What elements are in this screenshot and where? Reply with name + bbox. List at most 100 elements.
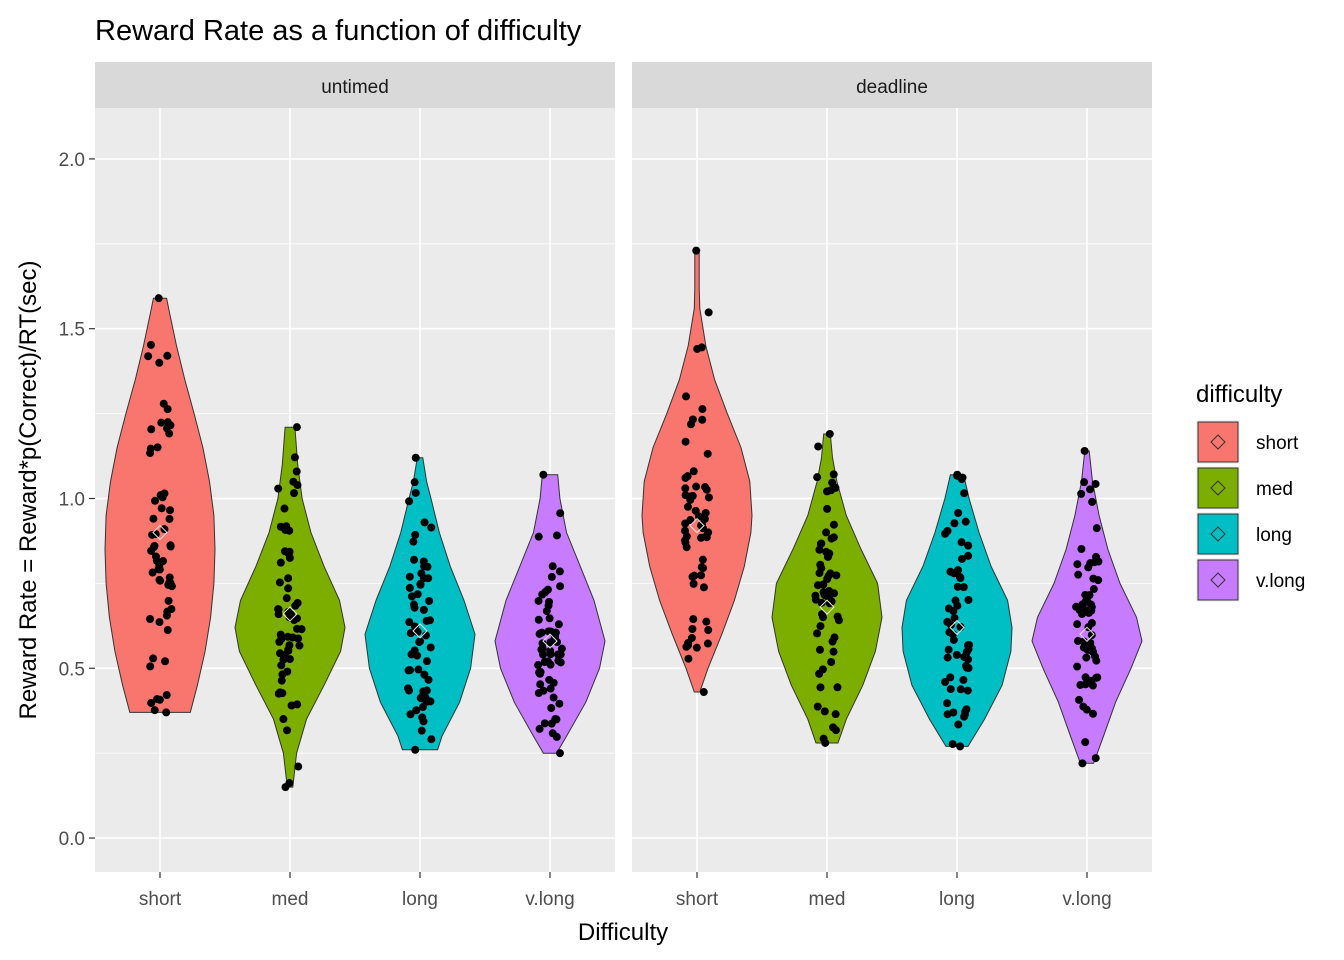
data-point: [959, 583, 968, 592]
data-point: [686, 516, 695, 525]
data-point: [953, 470, 962, 479]
x-tick-label: short: [676, 889, 719, 910]
data-point: [1072, 602, 1081, 611]
data-point: [1087, 631, 1096, 640]
data-point: [698, 555, 707, 564]
data-point: [953, 582, 962, 591]
legend-diamond: [1210, 526, 1226, 542]
data-point: [826, 569, 835, 578]
data-point: [1073, 637, 1082, 646]
data-point: [1077, 489, 1086, 498]
data-point: [944, 604, 953, 613]
data-point: [422, 657, 431, 666]
data-point: [1083, 645, 1092, 654]
data-point: [283, 632, 292, 641]
data-point: [961, 707, 970, 716]
data-point: [683, 502, 692, 511]
data-point: [1080, 446, 1089, 455]
data-point: [817, 564, 826, 573]
violins: [641, 246, 1143, 768]
data-point: [151, 496, 160, 505]
data-point: [414, 665, 423, 674]
data-point: [534, 661, 543, 670]
points-long: [941, 470, 973, 751]
data-point: [156, 491, 165, 500]
y-tick-label: 0.5: [59, 659, 85, 680]
legend: difficulty short med long v.long: [1196, 381, 1305, 602]
data-point: [1077, 545, 1086, 554]
data-point: [276, 630, 285, 639]
data-point: [1085, 591, 1094, 600]
data-point: [830, 589, 839, 598]
points-long: [404, 453, 436, 754]
legend-diamond: [1210, 434, 1226, 450]
data-point: [698, 405, 707, 414]
points-med: [811, 429, 843, 747]
data-point: [147, 425, 156, 434]
data-point: [405, 497, 414, 506]
data-point: [964, 551, 973, 560]
data-point: [274, 610, 283, 619]
data-point: [692, 482, 701, 491]
data-point: [829, 470, 838, 479]
data-point: [962, 647, 971, 656]
data-point: [950, 614, 959, 623]
data-point: [548, 562, 557, 571]
legend-swatch-long: [1197, 513, 1239, 555]
data-point: [409, 600, 418, 609]
data-point: [150, 706, 159, 715]
data-point: [963, 686, 972, 695]
data-point: [167, 605, 176, 614]
data-point: [961, 517, 970, 526]
x-tick-label: long: [939, 889, 975, 910]
data-point: [543, 657, 552, 666]
data-point: [153, 695, 162, 704]
data-point: [813, 629, 822, 638]
data-point: [283, 726, 292, 735]
legend-swatch-v.long: [1197, 559, 1239, 601]
violins: [104, 294, 606, 792]
data-point: [692, 246, 701, 255]
x-tick-label: v.long: [1062, 889, 1111, 910]
data-point: [943, 527, 952, 536]
data-point: [283, 667, 292, 676]
data-point: [1088, 709, 1097, 718]
data-point: [689, 579, 698, 588]
data-point: [823, 487, 832, 496]
data-point: [534, 615, 543, 624]
data-point: [681, 437, 690, 446]
data-point: [162, 691, 171, 700]
data-point: [683, 472, 692, 481]
data-point: [412, 706, 421, 715]
mean-marker: [819, 599, 835, 615]
data-point: [1086, 559, 1095, 568]
data-point: [146, 340, 155, 349]
data-point: [547, 572, 556, 581]
data-point: [276, 558, 285, 567]
data-point: [162, 708, 171, 717]
data-point: [420, 518, 429, 527]
points-med: [274, 423, 306, 792]
data-point: [1093, 673, 1102, 682]
data-point: [1073, 620, 1082, 629]
data-point: [555, 749, 564, 758]
data-point: [821, 738, 830, 747]
data-point: [284, 574, 293, 583]
mean-marker: [412, 623, 428, 639]
data-point: [702, 617, 711, 626]
data-point: [427, 523, 436, 532]
data-point: [290, 489, 299, 498]
data-point: [688, 491, 697, 500]
data-point: [829, 520, 838, 529]
data-point: [282, 522, 291, 531]
data-point: [1086, 485, 1095, 494]
strip-background: [632, 62, 1152, 108]
data-point: [280, 547, 289, 556]
data-point: [422, 686, 431, 695]
data-point: [959, 675, 968, 684]
data-point: [1082, 653, 1091, 662]
data-point: [284, 584, 293, 593]
data-point: [148, 568, 157, 577]
data-point: [1081, 738, 1090, 747]
data-point: [279, 715, 288, 724]
